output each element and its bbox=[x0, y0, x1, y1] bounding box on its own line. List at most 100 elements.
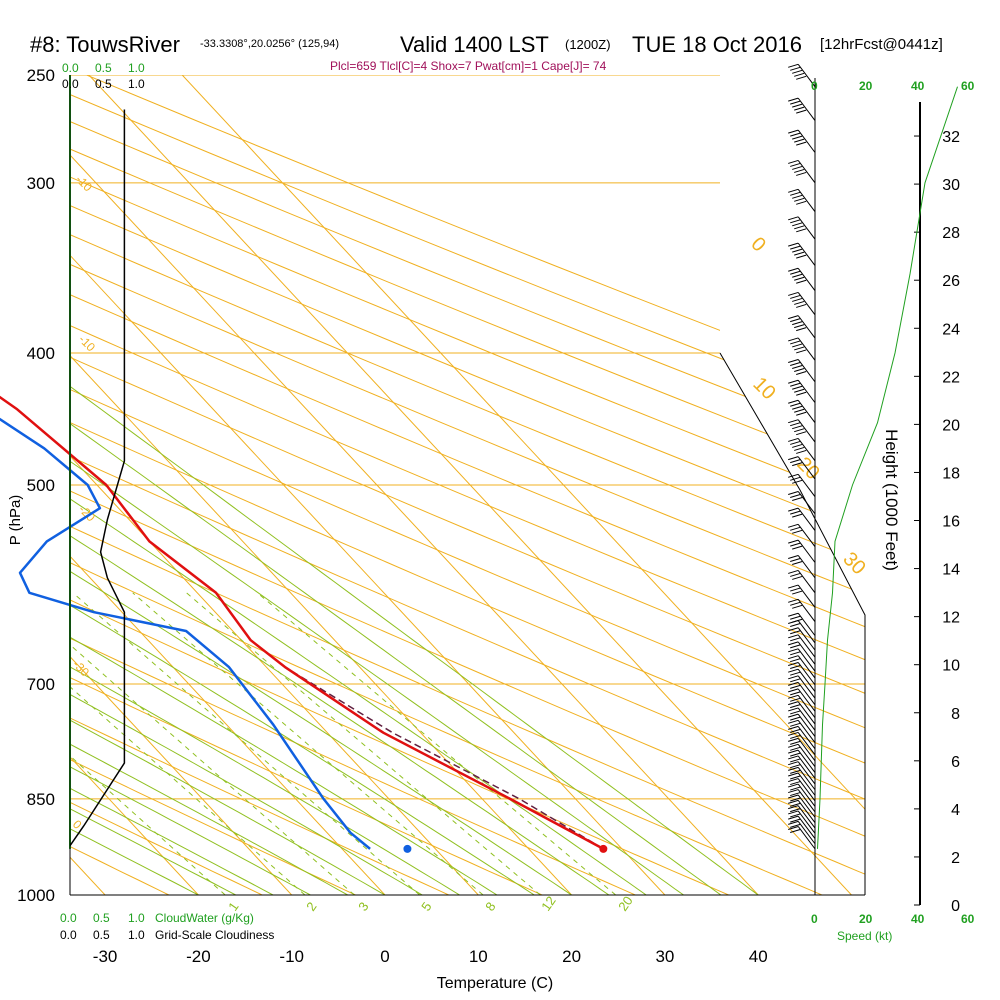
wind-barb bbox=[790, 786, 801, 791]
speed-scale-top: 0 20 40 60 bbox=[811, 79, 975, 93]
wind-barb bbox=[797, 749, 816, 773]
isotherm-label: 30 bbox=[838, 548, 869, 579]
wind-barb bbox=[790, 823, 801, 828]
speed-bottom-tick: 40 bbox=[911, 912, 925, 926]
wind-barb bbox=[797, 789, 816, 813]
cloudiness-bottom-tick: 0.5 bbox=[93, 928, 110, 942]
wind-barb bbox=[794, 276, 805, 281]
wind-barb bbox=[797, 701, 816, 725]
wind-barb bbox=[797, 641, 816, 665]
wind-barb bbox=[792, 513, 803, 518]
dry-adiabat-line bbox=[70, 75, 865, 895]
wind-barb bbox=[797, 456, 816, 480]
wind-barb bbox=[788, 805, 799, 810]
wind-barb bbox=[790, 440, 801, 445]
wind-barb bbox=[790, 493, 801, 498]
cloud-water-top-tick: 0.0 bbox=[62, 61, 79, 75]
wind-barb bbox=[790, 769, 801, 774]
cloudiness-bottom-tick: 0.0 bbox=[60, 928, 77, 942]
wind-barb bbox=[790, 526, 801, 531]
speed-top-tick: 40 bbox=[911, 79, 925, 93]
height-tick-label: 32 bbox=[942, 129, 960, 146]
speed-axis-label: Speed (kt) bbox=[837, 929, 892, 943]
mixing-ratio-line bbox=[257, 592, 617, 895]
wind-barb bbox=[788, 648, 799, 653]
wind-barb bbox=[792, 103, 803, 108]
wind-barb bbox=[790, 710, 801, 715]
wind-barb bbox=[796, 171, 807, 176]
station-title: #8: TouwsRiver bbox=[30, 32, 180, 57]
moist-adiabat-line bbox=[70, 75, 722, 895]
mixing-ratio-line bbox=[186, 592, 541, 895]
wind-barb bbox=[797, 599, 816, 623]
wind-barb bbox=[790, 678, 801, 683]
wind-barb bbox=[790, 671, 801, 676]
wind-barb bbox=[797, 732, 816, 756]
dry-adiabat-line bbox=[70, 75, 513, 895]
speed-bottom-tick: 0 bbox=[811, 912, 818, 926]
wind-barb bbox=[792, 529, 803, 534]
wind-barb bbox=[796, 411, 807, 416]
wind-barb bbox=[797, 555, 816, 579]
wind-barb bbox=[792, 343, 803, 348]
wind-barb bbox=[788, 399, 799, 404]
wind-barb bbox=[790, 697, 801, 702]
wind-barb bbox=[796, 75, 807, 80]
wind-barb bbox=[797, 620, 816, 644]
wind-barb bbox=[797, 794, 816, 818]
temperature-tick-label: 20 bbox=[562, 947, 581, 966]
wind-barb bbox=[790, 422, 801, 427]
wind-barb bbox=[788, 188, 799, 193]
forecast-date: TUE 18 Oct 2016 bbox=[632, 32, 802, 57]
height-tick-label: 24 bbox=[942, 321, 960, 338]
wind-barb bbox=[797, 438, 816, 462]
wind-speed-profile bbox=[817, 86, 958, 849]
height-tick-label: 30 bbox=[942, 177, 960, 194]
wind-barb bbox=[788, 598, 799, 603]
wind-barb bbox=[790, 691, 801, 696]
dry-adiabat-line bbox=[70, 75, 865, 895]
wind-barb bbox=[788, 291, 799, 296]
wind-barb bbox=[797, 726, 816, 750]
wind-barb bbox=[790, 637, 801, 642]
wind-barb bbox=[792, 405, 803, 410]
wind-barb bbox=[788, 789, 799, 794]
wind-barb bbox=[788, 731, 799, 736]
height-tick-label: 12 bbox=[942, 610, 960, 627]
wind-barb bbox=[788, 539, 799, 544]
mixing-ratio-line bbox=[70, 592, 355, 895]
pressure-tick-label: 400 bbox=[27, 344, 55, 363]
wind-barb bbox=[792, 135, 803, 140]
utc-time: (1200Z) bbox=[565, 37, 611, 52]
wind-barb bbox=[794, 324, 805, 329]
wind-barb bbox=[790, 818, 801, 823]
isotherm-line bbox=[70, 75, 759, 895]
wind-barb bbox=[790, 557, 801, 562]
temperature-tick-label: -30 bbox=[93, 947, 118, 966]
wind-barb bbox=[790, 245, 801, 250]
wind-barb bbox=[797, 720, 816, 744]
wind-barb bbox=[790, 294, 801, 299]
isotherm-line bbox=[88, 75, 852, 895]
wind-barb bbox=[797, 242, 816, 266]
speed-top-tick: 0 bbox=[811, 79, 818, 93]
wind-barb bbox=[790, 542, 801, 547]
wind-barb bbox=[797, 539, 816, 563]
wind-barb bbox=[788, 701, 799, 706]
wind-barb bbox=[788, 97, 799, 102]
wind-barb bbox=[797, 64, 816, 88]
isotherm-line bbox=[70, 75, 572, 895]
mixing-ratio-line bbox=[72, 592, 421, 895]
wind-barb bbox=[796, 431, 807, 436]
height-tick-label: 16 bbox=[942, 514, 960, 531]
wind-barb bbox=[790, 601, 801, 606]
wind-barb bbox=[788, 507, 799, 512]
dry-adiabat-line bbox=[70, 75, 865, 895]
wind-barb bbox=[788, 129, 799, 134]
wind-barb bbox=[790, 623, 801, 627]
wind-barb bbox=[790, 658, 801, 663]
wind-barb bbox=[792, 575, 803, 580]
wind-barb bbox=[797, 694, 816, 718]
wind-barb bbox=[794, 388, 805, 393]
